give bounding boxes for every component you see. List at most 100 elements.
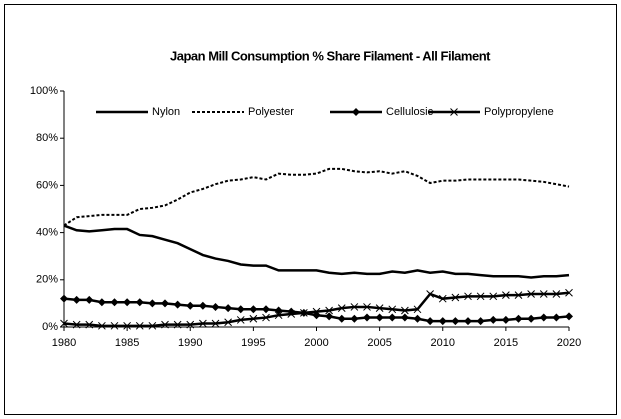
- marker-diamond: [426, 317, 435, 326]
- marker-x: [72, 320, 81, 329]
- marker-diamond: [249, 305, 258, 314]
- marker-diamond: [337, 314, 346, 323]
- marker-diamond: [224, 304, 233, 313]
- marker-diamond: [539, 313, 548, 322]
- marker-x: [565, 288, 573, 297]
- marker-x: [514, 291, 523, 299]
- marker-x: [161, 320, 169, 329]
- y-tick-label: 100%: [30, 85, 58, 97]
- y-tick-label: 0%: [42, 321, 58, 333]
- marker-diamond: [262, 305, 270, 314]
- marker-x: [60, 319, 68, 328]
- marker-diamond: [413, 314, 422, 323]
- marker-x: [98, 321, 106, 330]
- marker-diamond: [388, 313, 397, 322]
- marker-x: [552, 290, 561, 298]
- marker-x: [211, 319, 220, 328]
- marker-x: [262, 313, 270, 322]
- marker-x: [464, 292, 472, 301]
- marker-diamond: [552, 313, 561, 322]
- marker-x: [110, 321, 119, 330]
- marker-diamond: [451, 317, 460, 326]
- y-tick-label: 40%: [36, 227, 58, 239]
- marker-x: [224, 318, 232, 327]
- marker-x: [325, 306, 333, 315]
- marker-diamond: [464, 317, 472, 326]
- marker-diamond: [514, 314, 523, 323]
- marker-x: [363, 303, 371, 311]
- marker-x: [249, 314, 258, 323]
- marker-x: [388, 305, 397, 314]
- x-tick-label: 2020: [557, 337, 581, 349]
- marker-x: [287, 310, 296, 318]
- marker-diamond: [60, 294, 68, 303]
- marker-diamond: [123, 298, 132, 307]
- marker-x: [186, 320, 195, 329]
- marker-x: [199, 319, 207, 328]
- marker-x: [236, 316, 245, 324]
- marker-x: [274, 311, 283, 320]
- marker-x: [337, 304, 346, 312]
- marker-diamond: [438, 317, 447, 326]
- x-tick-label: 2000: [304, 337, 328, 349]
- marker-diamond: [72, 295, 81, 304]
- marker-diamond: [476, 317, 485, 326]
- x-tick-label: 2005: [367, 337, 391, 349]
- series-line: [63, 224, 570, 279]
- marker-diamond: [375, 313, 384, 322]
- marker-diamond: [325, 312, 334, 321]
- marker-x: [450, 108, 458, 116]
- marker-diamond: [565, 312, 573, 321]
- marker-x: [148, 321, 157, 330]
- marker-x: [489, 292, 498, 301]
- x-tick-label: 1980: [52, 337, 76, 349]
- marker-x: [85, 320, 94, 329]
- legend-label: Cellulosic: [386, 106, 434, 118]
- marker-x: [375, 304, 384, 312]
- y-tick-label: 20%: [36, 274, 58, 286]
- marker-x: [350, 303, 359, 311]
- marker-diamond: [211, 302, 220, 311]
- x-tick-label: 1990: [178, 337, 202, 349]
- chart-border: [4, 4, 617, 415]
- y-tick-label: 80%: [36, 132, 58, 144]
- marker-diamond: [400, 313, 409, 322]
- marker-diamond: [148, 299, 157, 308]
- marker-diamond: [350, 314, 359, 323]
- marker-x: [539, 290, 548, 298]
- chart-title: Japan Mill Consumption % Share Filament …: [170, 48, 491, 63]
- marker-x: [135, 321, 144, 330]
- marker-x: [173, 320, 182, 329]
- marker-x: [312, 307, 321, 316]
- x-tick-label: 2015: [494, 337, 518, 349]
- marker-x: [527, 290, 535, 298]
- marker-diamond: [363, 313, 371, 322]
- marker-diamond: [186, 301, 195, 310]
- marker-x: [123, 321, 131, 330]
- marker-x: [413, 305, 422, 314]
- marker-x: [300, 308, 308, 317]
- marker-diamond: [97, 298, 106, 307]
- marker-diamond: [274, 306, 283, 315]
- x-tick-label: 1995: [241, 337, 265, 349]
- marker-diamond: [352, 108, 360, 116]
- marker-x: [426, 290, 434, 298]
- x-tick-label: 2010: [431, 337, 455, 349]
- marker-x: [438, 294, 447, 303]
- marker-x: [476, 292, 485, 301]
- x-tick-label: 1985: [115, 337, 139, 349]
- marker-diamond: [85, 295, 94, 304]
- marker-x: [401, 306, 409, 315]
- legend-label: Nylon: [152, 106, 180, 118]
- marker-diamond: [489, 315, 498, 324]
- legend-label: Polyester: [248, 106, 294, 118]
- marker-diamond: [236, 305, 245, 314]
- legend-label: Polypropylene: [484, 106, 554, 118]
- series-line: [63, 167, 570, 227]
- marker-diamond: [110, 298, 119, 307]
- marker-x: [502, 291, 510, 299]
- marker-x: [451, 293, 460, 302]
- marker-diamond: [135, 298, 144, 307]
- marker-diamond: [161, 299, 169, 308]
